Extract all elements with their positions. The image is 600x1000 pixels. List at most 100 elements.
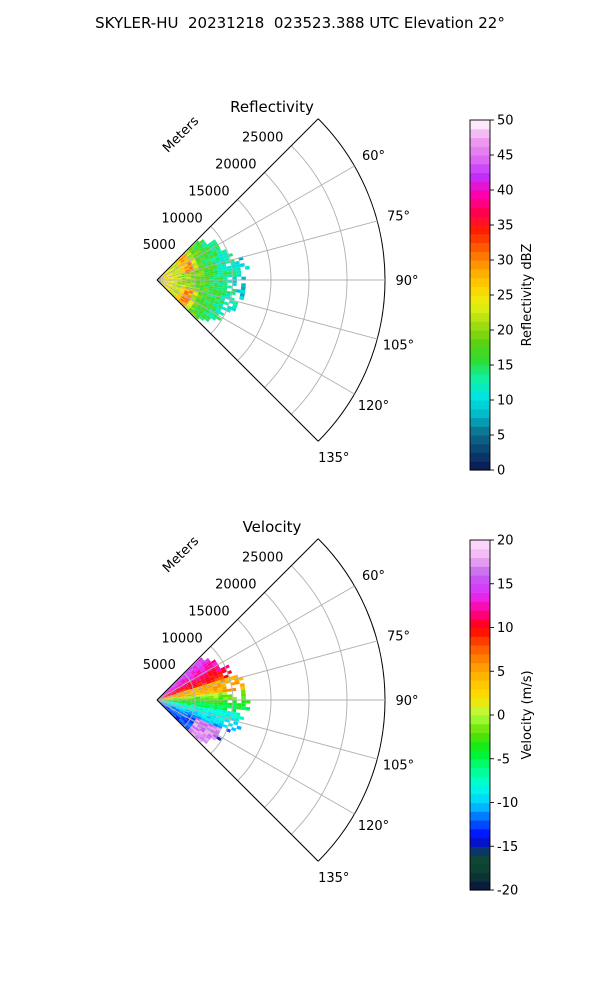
range-tick-label: 25000 (242, 551, 283, 566)
echo-cell (171, 286, 176, 290)
echo-cell (172, 703, 178, 705)
echo-cell (202, 292, 208, 296)
echo-cell (171, 713, 176, 718)
echo-cell (163, 695, 168, 698)
echo-cell (213, 723, 219, 728)
echo-cell (177, 700, 183, 702)
echo-cell (215, 296, 221, 300)
echo-cell (227, 705, 233, 709)
colorbar-segment (470, 741, 490, 751)
colorbar-segment (470, 881, 490, 891)
echo-cell (213, 303, 219, 308)
echo-cell (205, 678, 211, 683)
echo-cell (199, 704, 205, 708)
echo-cell (204, 277, 210, 280)
echo-cell (207, 661, 213, 667)
echo-cell (196, 313, 201, 318)
colorbar-segment (470, 452, 490, 462)
echo-cell (163, 700, 169, 702)
echo-cell (218, 272, 223, 276)
echo-cell (181, 703, 187, 706)
echo-cell (227, 271, 233, 275)
echo-cell (226, 268, 232, 272)
echo-cell (172, 696, 178, 698)
echo-cell (168, 696, 173, 699)
colorbar-segment (470, 373, 490, 384)
echo-cell (217, 709, 223, 713)
colorbar-segment (470, 758, 490, 769)
echo-cell (184, 267, 190, 270)
echo-cell (172, 276, 178, 278)
echo-cell (163, 275, 168, 278)
echo-cell (208, 243, 214, 249)
echo-cell (217, 269, 223, 273)
echo-cell (200, 700, 205, 702)
echo-cell (172, 698, 178, 700)
echo-cell (163, 280, 169, 282)
echo-cell (218, 302, 224, 307)
echo-cell (175, 268, 180, 272)
echo-cell (178, 256, 183, 261)
echo-cell (189, 248, 194, 253)
echo-cell (218, 700, 224, 703)
echo-cell (241, 283, 246, 287)
echo-cell (202, 294, 207, 298)
colorbar-segment (470, 260, 490, 270)
echo-cell (176, 706, 181, 710)
echo-cell (199, 728, 205, 733)
echo-cell (184, 249, 190, 255)
echo-cell (177, 703, 182, 705)
echo-cell (178, 676, 183, 681)
echo-cell (208, 290, 213, 294)
echo-cell (163, 278, 169, 280)
echo-cell (214, 675, 220, 680)
echo-cell (162, 693, 167, 697)
azimuth-tick-label: 135° (318, 451, 349, 466)
colorbar-segment (470, 146, 490, 156)
echo-cell (209, 299, 215, 304)
echo-cell (166, 690, 171, 694)
echo-cell (205, 735, 212, 741)
echo-cell (209, 702, 214, 705)
colorbar-segment (470, 828, 490, 839)
colorbar-segment (470, 540, 490, 550)
echo-cell (199, 708, 205, 711)
echo-cell (191, 243, 197, 249)
echo-cell (181, 693, 187, 696)
echo-cell (176, 283, 182, 286)
echo-cell (213, 697, 219, 700)
echo-cell (195, 717, 201, 722)
echo-cell (208, 721, 215, 726)
echo-cell (168, 266, 173, 270)
echo-cell (181, 275, 187, 278)
colorbar-tick-label: 5 (497, 429, 505, 444)
echo-cell (218, 704, 223, 708)
echo-cell (186, 277, 192, 279)
echo-cell (194, 287, 200, 290)
azimuth-gridline (156, 279, 355, 395)
echo-cell (175, 287, 181, 291)
echo-cell (207, 241, 213, 247)
echo-cell (168, 701, 173, 704)
echo-cell (195, 248, 200, 253)
colorbar-segment (470, 697, 490, 707)
echo-cell (172, 701, 178, 704)
echo-cell (195, 257, 200, 261)
echo-cell (174, 710, 179, 714)
echo-cell (200, 660, 206, 666)
echo-cell (212, 733, 218, 739)
echo-cell (190, 669, 196, 674)
echo-cell (200, 276, 205, 279)
echo-cell (186, 703, 191, 706)
echo-cell (183, 263, 188, 267)
echo-cell (200, 278, 205, 280)
echo-cell (185, 724, 191, 729)
echo-cell (203, 254, 209, 259)
echo-cell (175, 259, 180, 264)
echo-cell (199, 270, 205, 274)
echo-cell (191, 259, 196, 263)
echo-cell (199, 247, 205, 252)
echo-cell (168, 710, 173, 714)
echo-cell (204, 317, 210, 323)
echo-cell (188, 308, 193, 314)
